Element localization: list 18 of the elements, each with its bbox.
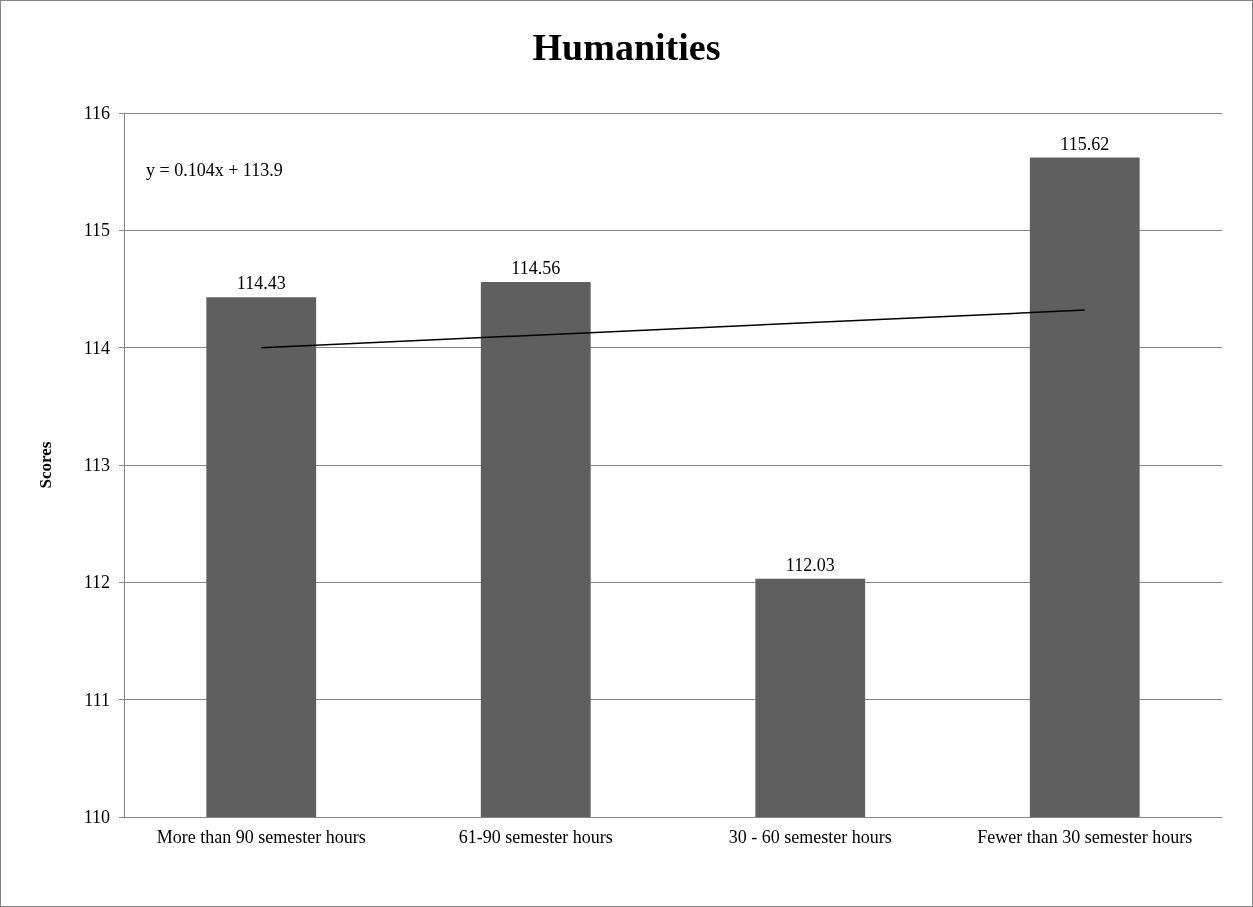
y-tick-label: 115 [83,220,110,241]
chart-title: Humanities [532,26,721,68]
y-tick-label: 110 [83,807,110,827]
data-label: 115.62 [1060,133,1110,154]
x-tick-label: 61-90 semester hours [458,827,613,847]
x-tick-label: More than 90 semester hours [156,827,366,847]
y-tick-label: 113 [83,455,110,475]
y-tick-label: 116 [83,103,110,123]
y-tick-label: 111 [84,689,110,710]
y-axis-title: Scores [36,441,55,489]
data-label: 112.03 [785,554,835,575]
x-tick-label: Fewer than 30 semester hours [977,827,1193,847]
annotation: y = 0.104x + 113.9 [146,160,283,180]
y-tick-label: 114 [83,337,110,358]
data-label: 114.56 [511,257,561,278]
x-tick-label: 30 - 60 semester hours [728,827,892,847]
data-label: 114.43 [236,273,286,294]
y-tick-label: 112 [83,572,110,593]
